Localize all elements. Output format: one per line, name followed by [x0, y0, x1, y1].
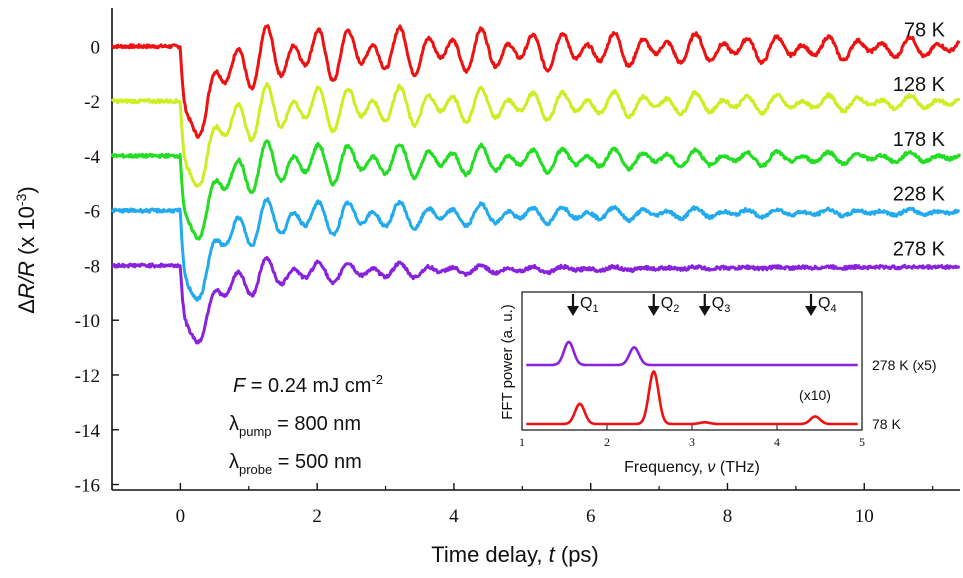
- inset-x10-label: (x10): [799, 387, 831, 403]
- inset-series-line: [526, 369, 858, 426]
- inset-series-group: 278 K (x5) 78 K: [526, 340, 937, 432]
- y-tick-label: -4: [84, 147, 100, 168]
- inset-x-axis-title: Frequency, ν (THz): [624, 459, 760, 476]
- series-line-178k: [110, 139, 962, 241]
- x-tick-label: 10: [855, 506, 874, 527]
- x-tick-label: 0: [176, 506, 186, 527]
- inset-marker-label: Q3: [712, 295, 731, 315]
- y-tick-label: -6: [84, 202, 100, 223]
- inset-y-axis-title: FFT power (a. u.): [499, 304, 516, 420]
- inset-x-tick-label: 5: [859, 435, 865, 449]
- series-line-128k: [110, 81, 961, 188]
- inset-ticks: 1 2 3 4 5: [519, 425, 865, 449]
- inset-series-line: [526, 340, 858, 367]
- x-tick-label: 4: [449, 506, 459, 527]
- y-tick-label: -10: [75, 311, 100, 332]
- x-tick-label: 8: [723, 506, 733, 527]
- y-tick-label: -12: [75, 366, 100, 387]
- y-tick-label: -14: [75, 421, 101, 442]
- inset-marker-arrowhead: [647, 306, 660, 316]
- y-axis-title: ΔR/R (x 10-3): [13, 186, 39, 313]
- inset-series-label: 78 K: [872, 416, 901, 432]
- inset-marker-label: Q4: [818, 295, 837, 315]
- inset-series-label: 278 K (x5): [872, 357, 937, 373]
- inset-x-tick-label: 2: [604, 435, 610, 449]
- x-tick-label: 6: [586, 506, 596, 527]
- series-label: 178 K: [893, 129, 946, 151]
- fluence-annotation: F = 0.24 mJ cm-2: [233, 372, 383, 397]
- y-tick-label: -8: [84, 256, 100, 277]
- series-line-78k: [111, 24, 961, 139]
- inset-x-tick-label: 1: [519, 435, 525, 449]
- inset-marker-arrowhead: [567, 306, 579, 316]
- x-axis-title: Time delay, t (ps): [431, 542, 599, 567]
- series-label: 128 K: [893, 74, 946, 96]
- series-label: 228 K: [893, 184, 946, 206]
- y-tick-label: 0: [91, 37, 101, 58]
- inset-marker-label: Q2: [661, 295, 680, 315]
- y-tick-label: -16: [75, 476, 100, 497]
- inset-x-tick-label: 3: [689, 435, 695, 449]
- inset-x-tick-label: 4: [774, 435, 780, 449]
- probe-wavelength-annotation: λprobe = 500 nm: [229, 451, 362, 477]
- y-tick-label: -2: [84, 92, 100, 113]
- pump-wavelength-annotation: λpump = 800 nm: [229, 413, 361, 439]
- inset-marker-label: Q1: [580, 295, 599, 315]
- inset-markers: Q1 Q2 Q3 Q4: [567, 294, 837, 316]
- main-series-group: [110, 24, 962, 345]
- x-tick-label: 2: [312, 506, 322, 527]
- main-series-labels: 78 K 128 K 178 K 228 K 278 K: [893, 19, 946, 260]
- inset-marker-arrowhead: [698, 306, 711, 316]
- inset-marker-arrowhead: [805, 306, 817, 316]
- series-label: 78 K: [904, 19, 946, 41]
- series-line-278k: [110, 256, 961, 345]
- series-label: 278 K: [893, 238, 946, 260]
- series-line-228k: [110, 197, 961, 302]
